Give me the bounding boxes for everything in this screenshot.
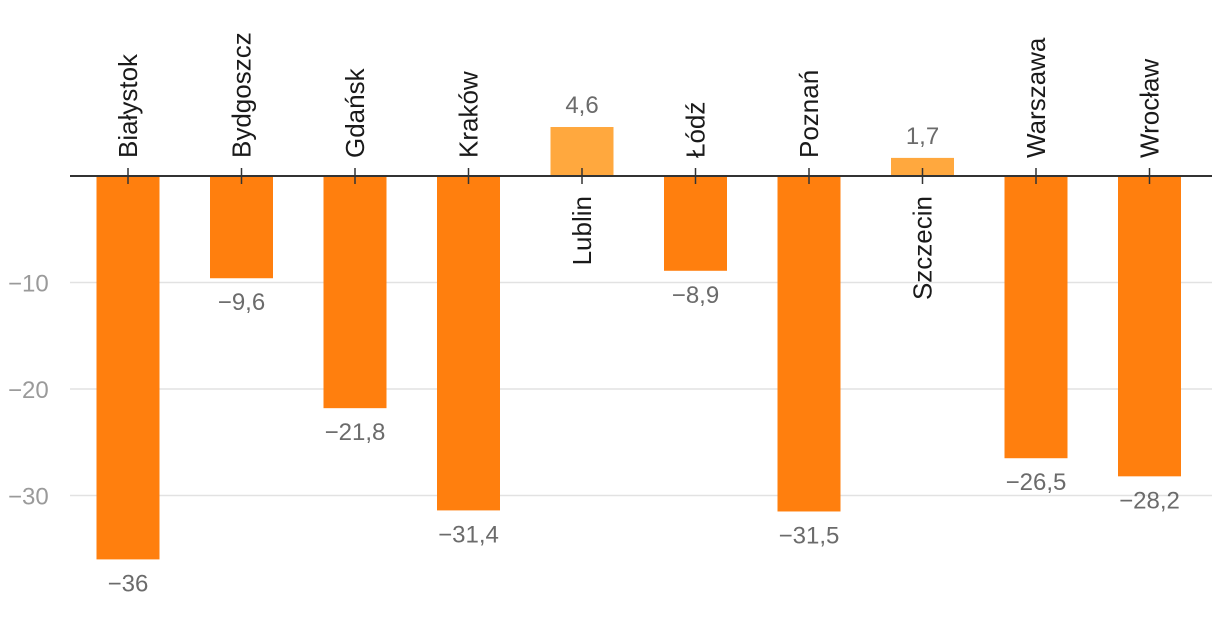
bar — [437, 176, 500, 511]
y-tick-labels: −10 −20 −30 — [8, 271, 49, 511]
bars — [96, 127, 1181, 560]
y-tick-label: −20 — [8, 377, 49, 404]
value-labels: −36 −9,6 −21,8 −31,4 4,6 −8,9 −31,5 1,7 −26,5 −28… — [108, 92, 1180, 597]
bar — [96, 176, 160, 560]
category-labels: Białystok Bydgoszcz Gdańsk Kraków Lublin Łódź… — [113, 32, 1165, 300]
bar — [891, 157, 954, 176]
category-label: Łódź — [681, 102, 711, 158]
category-label: Szczecin — [908, 196, 938, 300]
y-tick-label: −30 — [8, 484, 49, 511]
bar — [1118, 176, 1181, 477]
value-label: −8,9 — [672, 282, 719, 309]
bar — [550, 127, 614, 176]
bar — [210, 176, 273, 279]
bar — [777, 176, 841, 512]
category-label: Lublin — [567, 196, 597, 265]
value-label: −9,6 — [218, 289, 265, 316]
value-label: −28,2 — [1119, 487, 1180, 514]
bar — [323, 176, 387, 409]
value-label: −31,5 — [779, 522, 840, 549]
category-label: Gdańsk — [340, 67, 370, 158]
value-label: −31,4 — [438, 521, 499, 548]
category-label: Białystok — [113, 53, 143, 158]
bar — [1004, 176, 1068, 459]
value-label: −26,5 — [1006, 469, 1067, 496]
category-label: Wrocław — [1135, 59, 1165, 158]
value-label: 1,7 — [906, 123, 939, 150]
category-label: Warszawa — [1021, 37, 1051, 158]
value-label: −21,8 — [325, 419, 386, 446]
category-label: Poznań — [794, 70, 824, 158]
category-label: Kraków — [454, 71, 484, 158]
y-tick-label: −10 — [8, 271, 49, 298]
bar — [664, 176, 727, 271]
value-label: 4,6 — [565, 92, 598, 119]
zero-axis — [70, 168, 1212, 184]
category-label: Bydgoszcz — [227, 32, 257, 158]
value-label: −36 — [108, 570, 149, 597]
